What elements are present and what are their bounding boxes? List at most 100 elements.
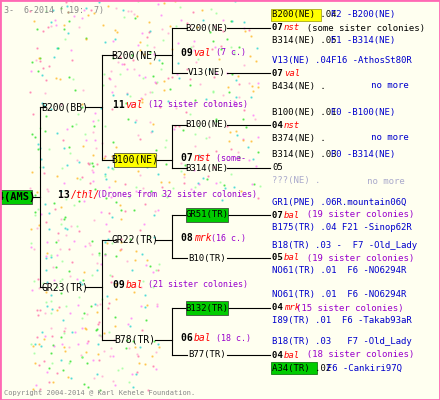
Point (249, 181, 256, 188)
Point (155, 260, 162, 267)
Point (212, 148, 219, 154)
Text: GR51(TR): GR51(TR) (186, 210, 228, 220)
Point (106, 210, 113, 216)
Point (65, 73, 72, 80)
Text: mrk: mrk (194, 233, 211, 243)
Point (210, 88, 217, 95)
Point (154, 341, 161, 347)
Point (136, 360, 143, 366)
Text: B132(TR): B132(TR) (186, 304, 228, 312)
Point (106, 329, 113, 335)
Point (78, 14, 85, 21)
Point (146, 262, 153, 269)
Text: 07: 07 (272, 210, 288, 220)
Point (190, 43, 197, 49)
Point (112, 36, 119, 42)
Point (110, 92, 117, 98)
Point (43, 8, 50, 14)
Point (101, 153, 108, 160)
Point (142, 304, 149, 310)
Point (90, 128, 97, 135)
Point (117, 202, 124, 208)
Point (150, 284, 157, 291)
Point (133, 371, 140, 377)
Point (181, 180, 188, 186)
Point (209, 46, 216, 53)
Point (132, 257, 139, 263)
Point (155, 344, 162, 350)
Point (99, 82, 106, 88)
Point (72, 87, 79, 94)
Point (35, 222, 42, 228)
Point (180, 174, 187, 181)
Point (109, 273, 116, 279)
Point (86, 242, 93, 248)
Point (27, 67, 34, 74)
Point (216, 25, 224, 32)
Point (103, 221, 110, 228)
Point (109, 378, 116, 384)
Point (221, 184, 228, 191)
Point (101, 71, 108, 77)
Point (121, 14, 128, 20)
Point (249, 112, 257, 118)
Point (153, 302, 160, 309)
Point (61, 330, 68, 336)
Text: B374(NE) .: B374(NE) . (272, 134, 326, 142)
Point (191, 47, 198, 54)
Point (132, 119, 139, 125)
Point (109, 164, 116, 171)
Point (124, 90, 131, 96)
Point (76, 24, 83, 30)
Point (183, 165, 190, 172)
Point (138, 94, 145, 101)
Point (35, 146, 42, 152)
Point (238, 188, 245, 194)
Point (114, 29, 121, 36)
Point (228, 146, 235, 152)
Point (231, 184, 238, 190)
Point (156, 56, 163, 63)
Point (150, 212, 157, 218)
Point (145, 29, 152, 36)
Point (130, 289, 137, 295)
Point (180, 171, 187, 178)
Text: B314(NE) .05: B314(NE) .05 (272, 36, 337, 46)
Point (53, 239, 60, 246)
Point (83, 310, 90, 317)
Point (187, 82, 194, 88)
Text: 3-  6-2014 ( 19:  7): 3- 6-2014 ( 19: 7) (4, 6, 104, 15)
Text: 11: 11 (113, 100, 131, 110)
Point (180, 127, 187, 133)
Point (53, 307, 60, 313)
Point (129, 384, 136, 390)
Point (67, 310, 74, 317)
Point (153, 80, 160, 87)
Point (91, 110, 98, 116)
Point (158, 179, 165, 185)
Point (60, 328, 67, 335)
Point (112, 199, 119, 206)
Point (48, 324, 55, 331)
Point (43, 77, 50, 83)
Point (143, 42, 150, 48)
Point (30, 350, 37, 356)
Point (195, 180, 202, 186)
Point (125, 116, 132, 122)
Point (124, 258, 131, 264)
Point (132, 184, 139, 190)
Point (178, 167, 185, 174)
Point (241, 28, 248, 34)
Point (182, 109, 189, 115)
Point (155, 1, 162, 8)
Point (131, 66, 138, 72)
Point (59, 367, 66, 373)
Point (129, 370, 136, 377)
Point (141, 360, 148, 367)
Text: (16 c.): (16 c.) (206, 234, 246, 242)
Point (252, 162, 259, 169)
Point (113, 280, 120, 287)
Point (226, 128, 233, 135)
Point (127, 101, 134, 107)
Point (93, 327, 100, 334)
